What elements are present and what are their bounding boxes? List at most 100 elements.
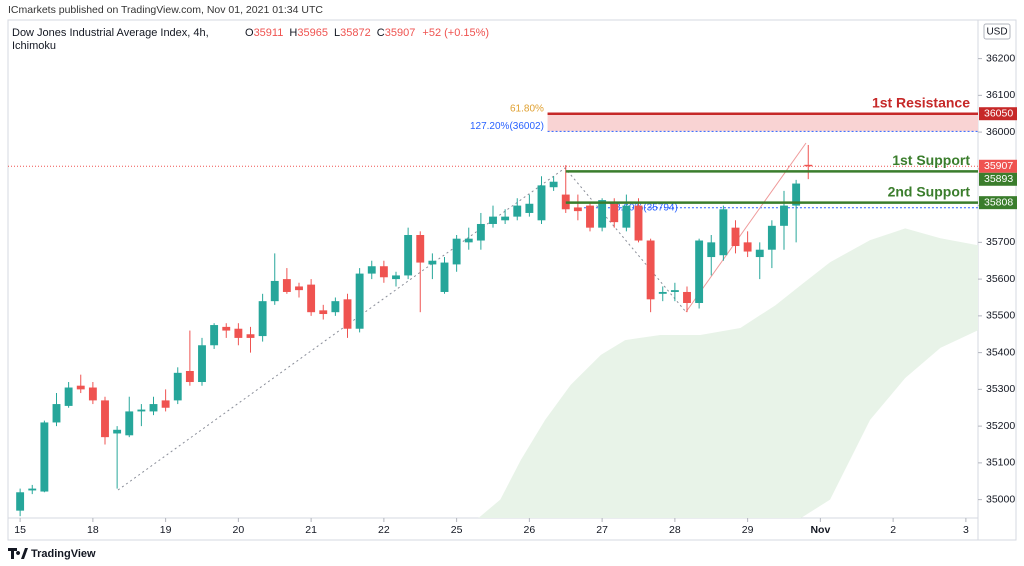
brand: TradingView — [31, 548, 96, 560]
level-label: 1st Resistance — [872, 94, 970, 110]
candle-body — [173, 372, 182, 401]
candle-body — [198, 345, 206, 383]
x-tick-label: 29 — [742, 524, 754, 536]
candle-body — [258, 301, 267, 337]
y-tick-label: 36200 — [986, 52, 1015, 64]
x-tick-label: 28 — [669, 524, 681, 536]
price-box — [979, 159, 1017, 173]
y-tick-label: 35200 — [986, 420, 1015, 432]
candle-body — [367, 266, 376, 274]
candle-body — [161, 400, 170, 408]
y-tick-label: 35300 — [986, 383, 1015, 395]
logo-icon — [8, 548, 28, 559]
candle-body — [355, 273, 364, 329]
c-value: 35907 — [385, 27, 416, 39]
candle-body — [610, 203, 619, 223]
plot: 61.80% 127.20%(36002) 78.60%(35794) — [8, 103, 978, 518]
y-tick-label: 35600 — [986, 273, 1015, 285]
candle-body — [319, 310, 328, 315]
x-tick-label: 2 — [890, 524, 896, 536]
y-tick-label: 36000 — [986, 126, 1015, 138]
candle-body — [537, 185, 546, 221]
y-tick-label: 36100 — [986, 89, 1015, 101]
currency-box — [983, 23, 1011, 40]
candle-body — [670, 290, 679, 292]
candle-body — [149, 404, 158, 412]
candle-body — [658, 291, 667, 294]
candle-body — [719, 209, 728, 256]
candle-body — [634, 205, 643, 241]
candle-body — [476, 223, 485, 241]
candle-body — [113, 429, 122, 434]
l-label: L — [334, 27, 340, 39]
candle-body — [695, 240, 704, 303]
price-box — [979, 172, 1017, 186]
symbol-title: Dow Jones Industrial Average Index, 4h, — [12, 27, 209, 39]
price-box — [979, 196, 1017, 210]
candle-body — [428, 260, 437, 265]
ichimoku-cloud — [478, 228, 978, 518]
price-box-label: 35808 — [984, 196, 1013, 208]
candle-body — [525, 203, 534, 213]
candle-body — [185, 370, 194, 383]
candle-body — [731, 227, 740, 247]
candle-body — [513, 205, 522, 217]
level-label: 2nd Support — [888, 183, 971, 199]
currency: USD — [986, 27, 1007, 38]
candle-body — [464, 238, 473, 243]
candle-body — [379, 266, 388, 278]
ohlc: O35911 H35965 L35872 C35907 +52 (+0.15%) — [245, 27, 489, 39]
candle-body — [404, 235, 413, 276]
candle-body — [501, 216, 510, 221]
candle-body — [16, 492, 25, 511]
indicator: Ichimoku — [12, 40, 56, 52]
c-label: C — [377, 27, 385, 39]
change: +52 (+0.15%) — [422, 27, 489, 39]
l-value: 35872 — [340, 27, 371, 39]
x-tick-label: 18 — [87, 524, 99, 536]
candle-body — [40, 422, 49, 492]
frame — [7, 19, 1017, 541]
candle-body — [76, 385, 85, 390]
fib-label: 78.60%(35794) — [609, 202, 677, 213]
h-label: H — [289, 27, 297, 39]
resistance-zone — [547, 113, 978, 132]
candle-body — [64, 387, 73, 406]
candle-body — [452, 238, 461, 265]
x-tick-label: 27 — [596, 524, 608, 536]
fib-label: 127.20%(36002) — [470, 121, 544, 132]
candle-body — [52, 404, 61, 423]
level-label: 1st Support — [892, 152, 970, 168]
y-tick-label: 35700 — [986, 236, 1015, 248]
candle-body — [804, 164, 813, 167]
candle-body — [295, 286, 303, 291]
price-box-label: 35907 — [984, 160, 1013, 172]
x-tick-label: 15 — [14, 524, 26, 536]
candle-body — [210, 325, 219, 346]
candle-body — [683, 291, 691, 303]
fib-label: 61.80% — [510, 103, 544, 114]
candle-body — [88, 387, 97, 401]
candle-body — [646, 240, 655, 300]
x-tick-label: 20 — [233, 524, 245, 536]
y-tick-label: 35100 — [986, 457, 1015, 469]
x-tick-label: 26 — [524, 524, 536, 536]
publisher: ICmarkets published on TradingView.com, … — [8, 4, 323, 16]
candle-body — [598, 200, 607, 228]
candle-body — [137, 409, 146, 412]
candle-body — [282, 279, 291, 292]
candle-body — [767, 225, 776, 250]
candle-body — [743, 242, 752, 252]
candle-body — [28, 488, 37, 491]
x-tick-label: 25 — [451, 524, 463, 536]
price-box — [979, 107, 1017, 121]
candle-body — [586, 205, 594, 228]
x-tick-label: Nov — [810, 524, 830, 536]
candle-body — [101, 400, 109, 438]
candle-body — [307, 284, 316, 313]
candle-body — [549, 181, 558, 188]
candle-body — [343, 299, 352, 329]
candle-body — [234, 328, 243, 338]
y-tick-label: 35500 — [986, 310, 1015, 322]
